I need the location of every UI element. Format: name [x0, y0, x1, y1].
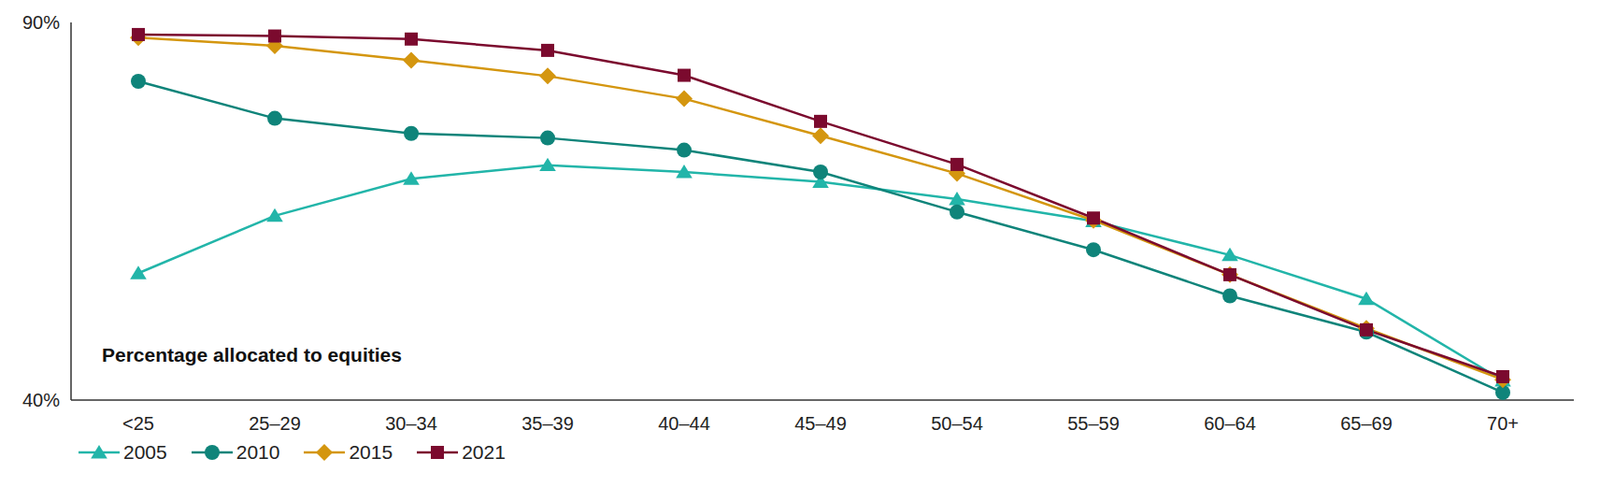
html-text:2015: 2015: [348, 441, 393, 463]
svg-text:65–69: 65–69: [1340, 413, 1393, 434]
svg-text:60–64: 60–64: [1203, 413, 1257, 434]
svg-text:40%: 40%: [22, 389, 60, 411]
svg-text:45–49: 45–49: [794, 413, 847, 434]
svg-text:70+: 70+: [1486, 413, 1519, 434]
svg-text:<25: <25: [122, 413, 155, 434]
svg-text:40–44: 40–44: [657, 413, 711, 434]
html-text:2005: 2005: [123, 441, 168, 463]
html-text:Percentage allocated to equiti: Percentage allocated to equities: [101, 343, 402, 366]
svg-text:55–59: 55–59: [1067, 413, 1120, 434]
html-text:2010: 2010: [236, 441, 280, 463]
svg-text:90%: 90%: [22, 12, 60, 33]
svg-text:30–34: 30–34: [385, 413, 438, 434]
html-text:2021: 2021: [461, 441, 506, 463]
svg-text:50–54: 50–54: [930, 413, 984, 434]
svg-text:25–29: 25–29: [248, 413, 301, 434]
svg-text:35–39: 35–39: [521, 413, 574, 434]
